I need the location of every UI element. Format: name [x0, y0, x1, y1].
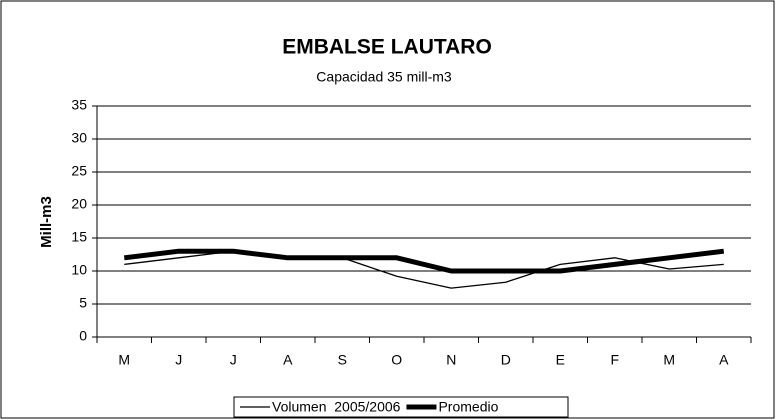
y-axis-label: Mill-m3	[38, 196, 55, 248]
series-line	[123, 248, 725, 274]
x-tick-label: F	[610, 352, 619, 368]
y-tick-label: 25	[71, 163, 87, 179]
y-tick-label: 0	[79, 328, 87, 344]
y-tick-label: 10	[71, 262, 87, 278]
x-tick-label: N	[446, 352, 456, 368]
x-tick-label: D	[501, 352, 511, 368]
x-tick-label: J	[230, 352, 237, 368]
x-tick-label: M	[118, 352, 130, 368]
chart-subtitle: Capacidad 35 mill-m3	[316, 69, 452, 85]
x-tick-label: E	[556, 352, 565, 368]
x-tick-label: J	[175, 352, 182, 368]
legend-label: Promedio	[438, 399, 498, 415]
chart-title: EMBALSE LAUTARO	[282, 36, 492, 59]
legend-box	[233, 396, 569, 418]
x-tick-label: A	[719, 352, 729, 368]
x-tick-label: S	[338, 352, 347, 368]
legend-label: Volumen 2005/2006	[272, 399, 401, 415]
y-tick-label: 35	[71, 97, 87, 113]
y-tick-label: 5	[79, 295, 87, 311]
y-tick-label: 15	[71, 229, 87, 245]
x-tick-label: O	[391, 352, 402, 368]
x-tick-label: A	[283, 352, 293, 368]
y-tick-label: 30	[71, 130, 87, 146]
y-tick-label: 20	[71, 196, 87, 212]
x-tick-label: M	[663, 352, 675, 368]
